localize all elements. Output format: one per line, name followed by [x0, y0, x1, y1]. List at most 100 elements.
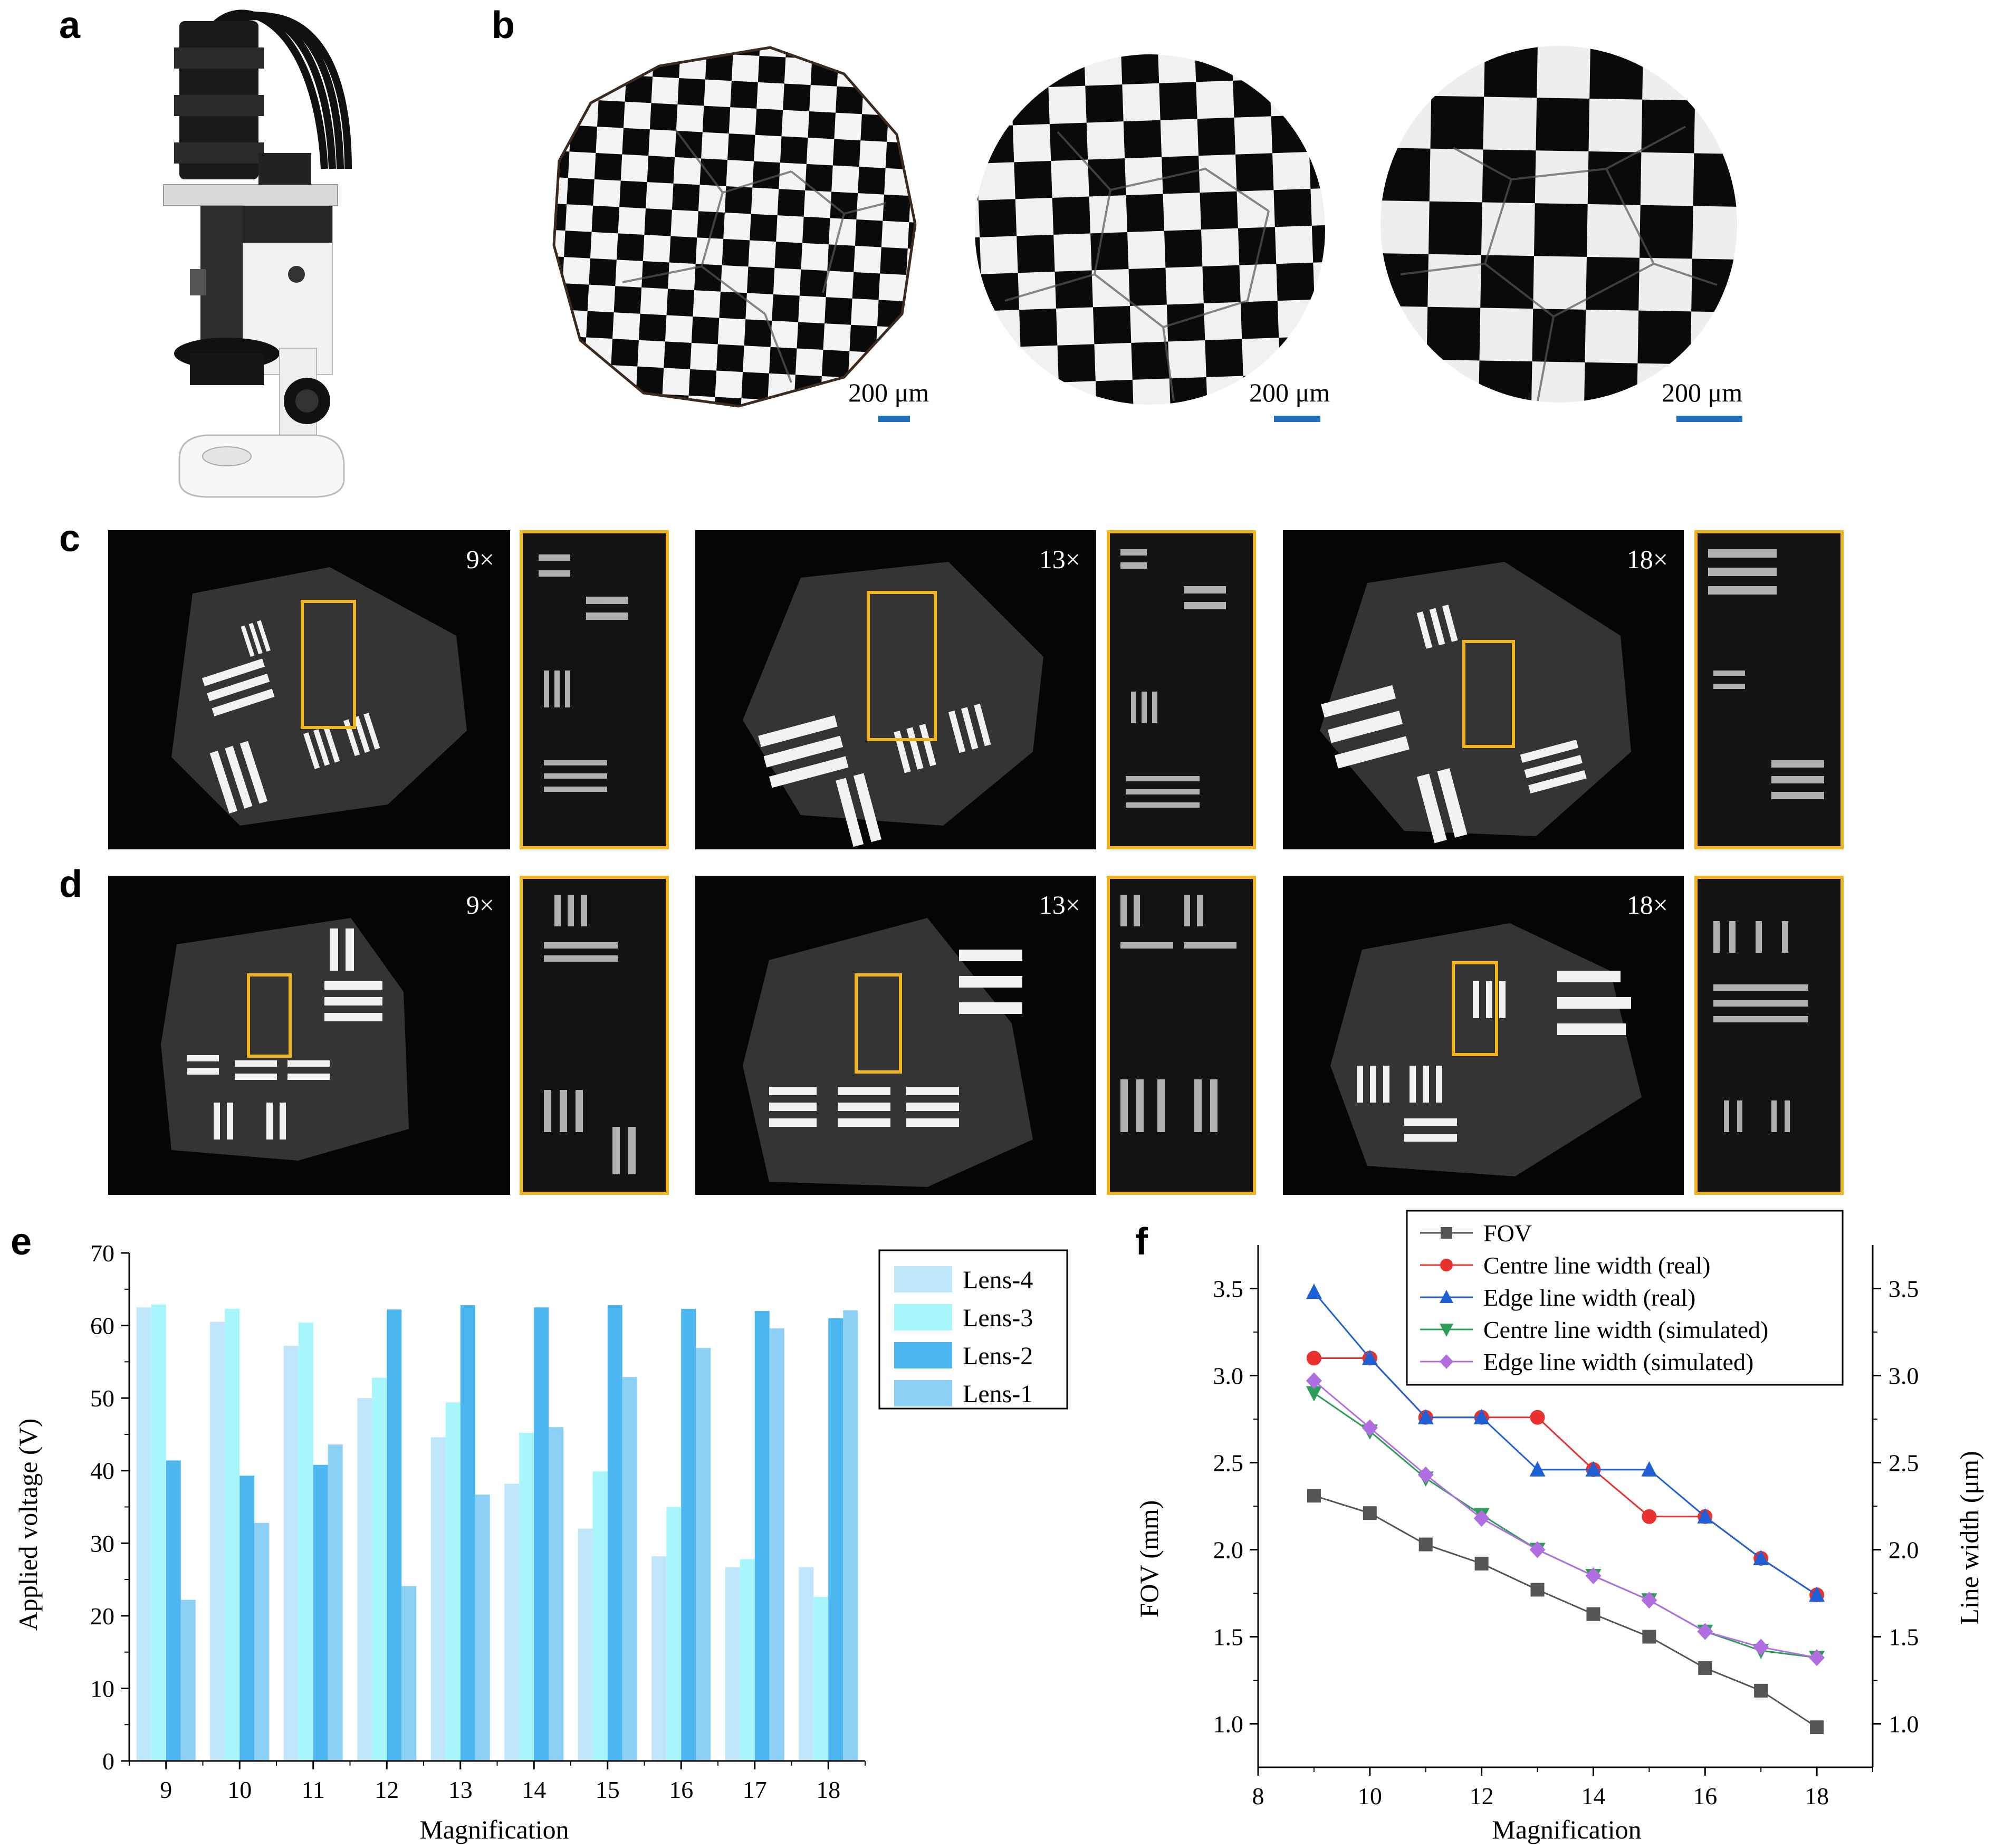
legend-label: Lens-2	[963, 1342, 1033, 1370]
data-point	[1809, 1586, 1825, 1602]
magnification-label: 9×	[466, 544, 494, 574]
bar	[828, 1318, 843, 1761]
legend-label: Centre line width (simulated)	[1483, 1316, 1768, 1343]
series-3	[1306, 1386, 1825, 1667]
x-axis-title: Magnification	[1492, 1815, 1641, 1844]
bar	[607, 1305, 622, 1761]
bar	[180, 1600, 196, 1761]
data-point	[1642, 1509, 1657, 1524]
legend-label: FOV	[1483, 1220, 1532, 1247]
bar	[504, 1483, 520, 1761]
bar	[578, 1528, 593, 1761]
data-point	[1473, 1510, 1490, 1527]
bar	[519, 1433, 534, 1761]
series-4	[1306, 1372, 1825, 1667]
checkerboard-image-1	[549, 45, 918, 409]
panel-label-e: e	[11, 1221, 32, 1263]
data-point	[1585, 1461, 1602, 1477]
x-tick-label: 8	[1252, 1783, 1264, 1809]
x-tick-label: 14	[522, 1776, 546, 1803]
legend: FOV Centre line width (real) Edge line wid…	[1406, 1210, 1844, 1386]
series-1	[1306, 1351, 1825, 1603]
scalebar-1	[878, 416, 910, 422]
data-point	[1586, 1607, 1600, 1621]
x-tick-label: 12	[375, 1776, 399, 1803]
y2-tick-label: 2.0	[1888, 1537, 1919, 1564]
bar	[666, 1507, 682, 1761]
bar	[592, 1471, 608, 1761]
bar	[651, 1556, 667, 1761]
line-chart-fov-line-width: 8 10 12 14 16 18 1.0 1.5 2.0 2.5 3.0 3.5 1.0 1.5 2.0 2.…	[1134, 1210, 1984, 1844]
bar	[283, 1346, 299, 1761]
legend-swatch	[894, 1304, 952, 1330]
data-point	[1641, 1592, 1657, 1609]
y-tick-label: 60	[90, 1313, 114, 1339]
bar	[225, 1308, 240, 1761]
bar	[813, 1597, 829, 1761]
data-point	[1754, 1683, 1768, 1698]
scalebar-label-3: 200 μm	[1662, 378, 1743, 407]
y2-tick-label: 3.0	[1888, 1363, 1919, 1390]
legend-panel-e: Lens-4 Lens-3 Lens-2 Lens-1	[878, 1249, 1068, 1410]
x-tick-label: 15	[596, 1776, 620, 1803]
x-tick-label: 10	[1358, 1783, 1382, 1809]
bar	[725, 1567, 740, 1761]
scalebar-2	[1274, 416, 1320, 422]
roi-box	[1462, 640, 1515, 748]
checkerboard-image-3	[1379, 42, 1738, 406]
y2-tick-label: 3.5	[1888, 1276, 1919, 1303]
data-point	[1753, 1550, 1769, 1565]
series-2	[1306, 1284, 1825, 1602]
series-0	[1307, 1489, 1824, 1735]
bar	[298, 1323, 313, 1761]
bar	[740, 1559, 755, 1761]
bar	[430, 1437, 446, 1761]
data-point	[1417, 1466, 1434, 1483]
target-image-c-9x: 9×	[108, 530, 510, 849]
roi-box	[1452, 961, 1498, 1056]
bar	[239, 1476, 255, 1761]
y-tick-label: 10	[90, 1675, 114, 1702]
data-point	[1363, 1506, 1377, 1520]
data-point	[1641, 1461, 1657, 1477]
data-point	[1697, 1623, 1713, 1640]
legend-label: Centre line width (real)	[1483, 1252, 1710, 1279]
bar	[445, 1402, 461, 1761]
legend-label: Lens-3	[963, 1304, 1033, 1332]
panel-label-b: b	[492, 4, 515, 46]
x-tick-label: 13	[448, 1776, 473, 1803]
target-image-c-13x: 13×	[695, 530, 1096, 849]
series-line	[1314, 1392, 1817, 1659]
bar	[622, 1377, 637, 1761]
data-point	[1530, 1410, 1545, 1425]
data-point	[1474, 1556, 1489, 1571]
legend-label: Edge line width (simulated)	[1483, 1348, 1753, 1375]
bar	[754, 1311, 770, 1761]
data-point	[1529, 1541, 1546, 1558]
bar	[313, 1464, 328, 1761]
zoom-image-c-9x	[520, 530, 669, 849]
y2-tick-label: 1.5	[1888, 1624, 1919, 1651]
zoom-image-c-13x	[1107, 530, 1256, 849]
roi-box	[855, 973, 902, 1074]
y2-tick-label: 1.0	[1888, 1711, 1919, 1738]
target-image-d-18x: 18×	[1283, 876, 1684, 1195]
data-point	[1809, 1649, 1825, 1667]
x-tick-label: 11	[302, 1776, 325, 1803]
scalebar-label-1: 200 μm	[848, 378, 929, 407]
roi-box	[867, 591, 937, 741]
data-point	[1362, 1349, 1378, 1365]
y-tick-label: 3.5	[1213, 1276, 1244, 1303]
legend-swatch	[894, 1266, 952, 1292]
panel-label-c: c	[59, 518, 81, 560]
y-tick-label: 70	[90, 1240, 114, 1267]
y-tick-label: 20	[90, 1603, 114, 1630]
data-point	[1473, 1409, 1490, 1424]
magnification-label: 13×	[1039, 890, 1080, 920]
panel-label-a: a	[59, 4, 81, 46]
data-point	[1362, 1419, 1378, 1437]
panel-label-f: f	[1135, 1221, 1148, 1263]
bar	[254, 1523, 270, 1761]
bar	[799, 1567, 814, 1761]
y-tick-label: 2.5	[1213, 1450, 1244, 1477]
